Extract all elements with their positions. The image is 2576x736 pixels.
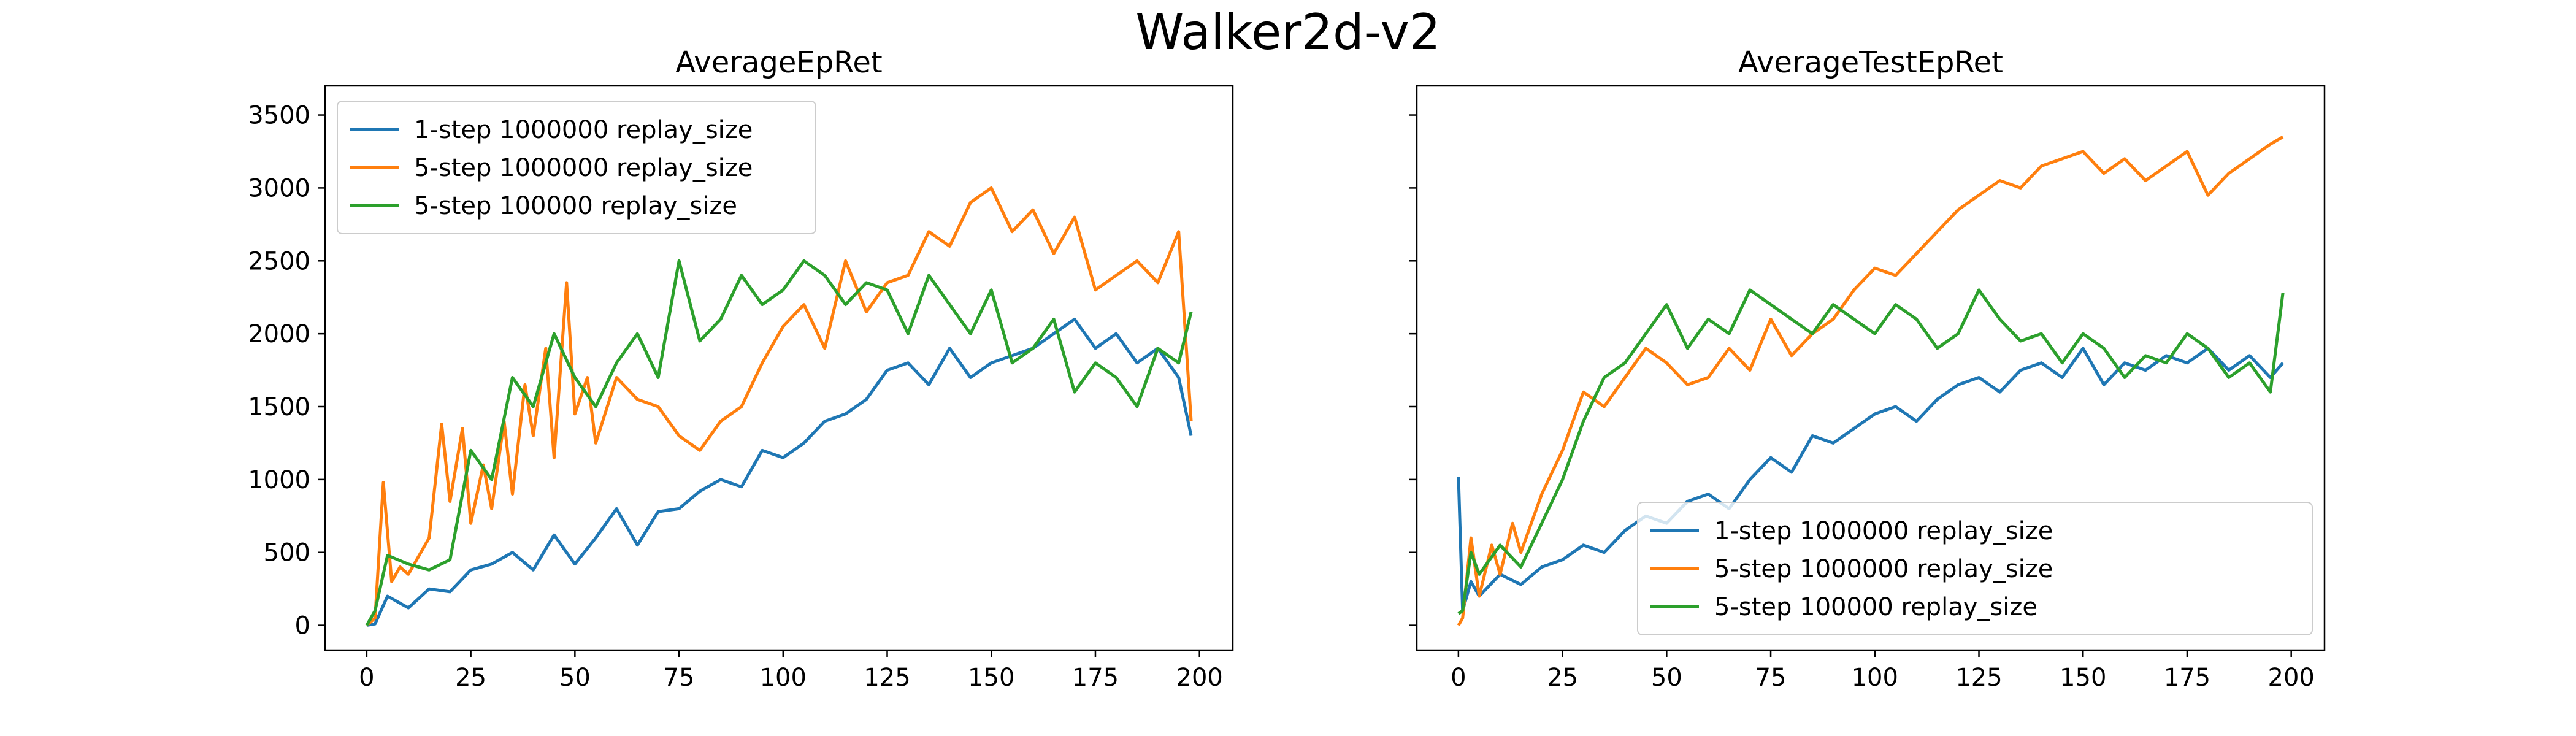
x-tick-label: 75 [664,664,695,692]
x-tick-label: 25 [1547,664,1578,692]
axis-labels: 0 25 50 75 100 125 150 175 200 [1409,114,2315,692]
figure-title: Walker2d-v2 [1135,4,1440,61]
x-tick-label: 100 [1852,664,1898,692]
legend-label: 5-step 1000000 replay_size [1714,555,2053,583]
x-tick-label: 25 [455,664,486,692]
x-tick-label: 125 [1955,664,2002,692]
axes-frame [324,85,1234,651]
legend-label: 1-step 1000000 replay_size [1714,517,2053,545]
x-tick-label: 175 [1072,664,1119,692]
series-line [1457,136,2284,626]
legend-box [1637,502,2313,635]
plot-area [324,85,1234,651]
legend-label: 1-step 1000000 replay_size [414,116,753,144]
y-tick-label: 3500 [248,102,310,130]
y-tick-label: 2500 [248,247,310,275]
x-tick-label: 200 [2268,664,2315,692]
legend: 1-step 1000000 replay_size 5-step 1000000… [1637,502,2313,635]
series-line [365,259,1193,626]
y-tick-label: 2000 [248,320,310,348]
y-tick-label: 1500 [248,393,310,421]
y-tick-label: 3000 [248,174,310,202]
x-tick-label: 150 [968,664,1014,692]
x-tick-label: 0 [359,664,374,692]
x-tick-label: 200 [1176,664,1223,692]
legend-label: 5-step 100000 replay_size [1714,593,2037,621]
y-tick-label: 0 [295,612,310,640]
panel-average-ep-ret: AverageEpRet 0 25 50 75 100 125 150 175 20005001… [248,45,1234,692]
legend-box [337,101,816,234]
series-line [366,186,1193,627]
panel-title: AverageTestEpRet [1738,45,2003,80]
x-tick-label: 175 [2164,664,2210,692]
x-tick-label: 125 [864,664,910,692]
x-tick-label: 50 [559,664,591,692]
panel-average-test-ep-ret: AverageTestEpRet 0 25 50 75 100 125 150 175 200 … [1409,45,2326,692]
axis-labels: 0 25 50 75 100 125 150 175 200050010001500200025… [248,102,1223,692]
panel-title: AverageEpRet [675,45,882,80]
x-tick-label: 75 [1755,664,1787,692]
x-tick-label: 150 [2060,664,2106,692]
y-tick-label: 500 [264,539,310,567]
series-line [1457,347,2284,613]
series-line [1457,288,2285,615]
legend-label: 5-step 100000 replay_size [414,192,737,220]
legend-label: 5-step 1000000 replay_size [414,154,753,182]
legend: 1-step 1000000 replay_size 5-step 1000000… [337,101,816,234]
axes-frame [1416,85,2326,651]
x-tick-label: 50 [1651,664,1682,692]
x-tick-label: 0 [1451,664,1466,692]
x-tick-label: 100 [760,664,807,692]
y-tick-label: 1000 [248,466,310,494]
plot-area [1416,85,2326,651]
